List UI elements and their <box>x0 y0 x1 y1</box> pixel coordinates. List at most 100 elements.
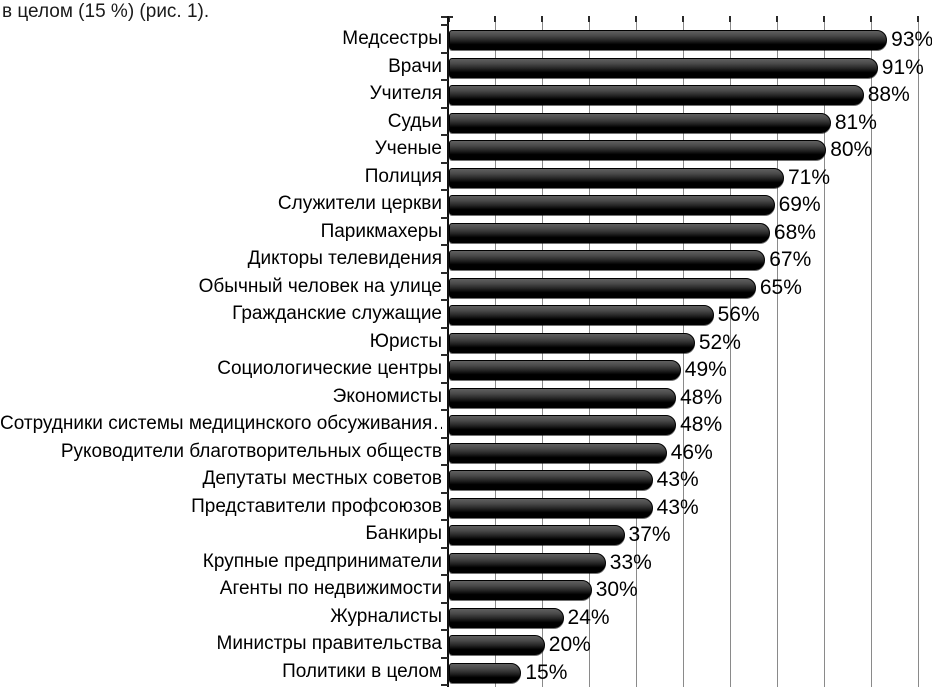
document-text: в целом (15 %) (рис. 1). <box>2 1 210 22</box>
category-axis-tick <box>441 51 448 54</box>
category-axis-tick <box>441 684 448 687</box>
category-label: Служители церкви <box>277 193 442 214</box>
bar <box>449 250 766 270</box>
category-axis-tick <box>441 106 448 109</box>
bar <box>449 57 878 78</box>
value-label: 20% <box>548 633 591 656</box>
category-axis-tick <box>441 436 448 439</box>
value-axis-tick <box>635 16 638 22</box>
bar <box>449 580 592 600</box>
bar <box>449 167 784 188</box>
value-label: 48% <box>680 413 723 436</box>
category-label: Дикторы телевидения <box>247 248 442 269</box>
bar <box>449 277 756 298</box>
value-label: 24% <box>567 605 610 629</box>
gridline <box>917 16 919 687</box>
value-axis-tick <box>494 16 497 22</box>
value-axis-tick <box>728 16 731 22</box>
category-label: Сотрудники системы медицинского обсужива… <box>0 413 442 434</box>
category-axis-tick <box>441 464 448 467</box>
category-axis-tick <box>441 161 448 164</box>
value-label: 56% <box>717 303 760 326</box>
category-axis-tick <box>441 134 448 137</box>
category-label: Руководители благотворительных обществ <box>60 440 442 462</box>
value-axis-tick <box>588 16 591 22</box>
category-axis-tick <box>441 216 448 219</box>
category-axis-tick <box>441 24 448 27</box>
category-label: Социологические центры <box>217 358 442 379</box>
value-label: 43% <box>656 495 699 519</box>
value-label: 46% <box>670 440 713 464</box>
value-label: 43% <box>656 468 699 491</box>
value-label: 71% <box>787 165 831 189</box>
bar <box>449 222 770 243</box>
bar <box>449 85 864 105</box>
bar <box>449 332 695 353</box>
category-axis-tick <box>441 354 448 357</box>
bar <box>449 552 606 573</box>
category-label: Судьи <box>387 110 442 132</box>
category-label: Политики в целом <box>282 660 442 682</box>
bar <box>449 497 653 518</box>
category-axis-tick <box>441 519 448 522</box>
bar <box>449 140 827 160</box>
category-axis-tick <box>441 629 448 632</box>
bar <box>449 662 522 683</box>
bar <box>449 387 677 408</box>
category-label: Учителя <box>369 83 442 104</box>
bar <box>449 635 545 655</box>
bar <box>449 415 677 435</box>
category-axis-tick <box>441 299 448 302</box>
gridline <box>729 16 731 687</box>
value-label: 68% <box>773 220 816 244</box>
value-label: 80% <box>830 138 873 161</box>
category-axis-line <box>447 16 449 687</box>
category-label: Юристы <box>369 330 442 352</box>
category-label: Представители профсоюзов <box>191 495 442 517</box>
bar <box>449 360 681 380</box>
value-label: 91% <box>881 55 924 79</box>
category-axis-tick <box>441 79 448 82</box>
category-axis-tick <box>441 271 448 274</box>
value-label: 52% <box>698 330 741 354</box>
value-label: 15% <box>525 660 568 684</box>
category-label: Банкиры <box>365 523 442 544</box>
category-axis-tick <box>441 574 448 577</box>
bar <box>449 30 888 50</box>
value-axis-tick <box>541 16 544 22</box>
value-label: 88% <box>867 83 910 106</box>
category-axis-tick <box>441 381 448 384</box>
category-label: Гражданские служащие <box>232 303 442 324</box>
category-label: Парикмахеры <box>320 220 442 242</box>
value-label: 37% <box>628 523 671 546</box>
category-axis-tick <box>441 189 448 192</box>
category-label: Агенты по недвижимости <box>219 578 442 599</box>
gridline <box>823 16 825 687</box>
value-label: 33% <box>609 550 652 574</box>
category-label: Медсестры <box>342 28 442 49</box>
bar <box>449 112 831 133</box>
category-label: Обычный человек на улице <box>198 275 442 297</box>
category-axis-tick <box>441 409 448 412</box>
value-axis-tick <box>822 16 825 22</box>
category-axis-tick <box>441 546 448 549</box>
category-label: Врачи <box>388 55 442 77</box>
gridline <box>870 16 872 687</box>
bar <box>449 470 653 490</box>
category-label: Полиция <box>364 165 442 187</box>
category-axis-tick <box>441 326 448 329</box>
category-label: Министры правительства <box>216 633 442 654</box>
value-axis-tick <box>869 16 872 22</box>
value-axis-tick <box>916 16 919 22</box>
category-axis-tick <box>441 244 448 247</box>
category-label: Ученые <box>374 138 442 159</box>
value-axis-tick <box>682 16 684 22</box>
value-label: 67% <box>769 248 812 271</box>
category-label: Крупные предприниматели <box>202 550 442 572</box>
bar <box>449 525 625 545</box>
bar <box>449 442 667 463</box>
category-axis-tick <box>441 656 448 659</box>
value-axis-tick <box>775 16 778 22</box>
bar <box>449 195 775 215</box>
